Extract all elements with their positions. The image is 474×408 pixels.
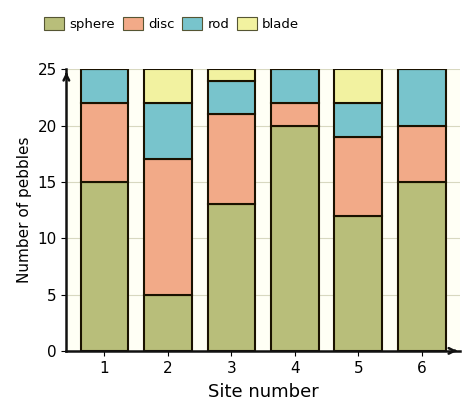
Bar xyxy=(81,103,128,182)
Bar xyxy=(398,126,446,182)
Bar xyxy=(208,204,255,351)
Bar xyxy=(335,69,382,103)
Bar xyxy=(335,137,382,216)
Bar xyxy=(144,103,191,160)
Legend: sphere, disc, rod, blade: sphere, disc, rod, blade xyxy=(42,14,302,33)
Bar xyxy=(208,69,255,81)
Bar xyxy=(271,103,319,126)
Bar xyxy=(144,295,191,351)
X-axis label: Site number: Site number xyxy=(208,383,319,401)
Bar xyxy=(144,69,191,103)
Y-axis label: Number of pebbles: Number of pebbles xyxy=(17,137,32,284)
Bar xyxy=(271,69,319,103)
Bar xyxy=(81,69,128,103)
Bar xyxy=(208,81,255,114)
Bar xyxy=(398,182,446,351)
Bar xyxy=(208,114,255,204)
Bar xyxy=(81,182,128,351)
Bar xyxy=(144,160,191,295)
Bar xyxy=(335,103,382,137)
Bar xyxy=(398,69,446,126)
Bar xyxy=(271,126,319,351)
Bar xyxy=(335,216,382,351)
